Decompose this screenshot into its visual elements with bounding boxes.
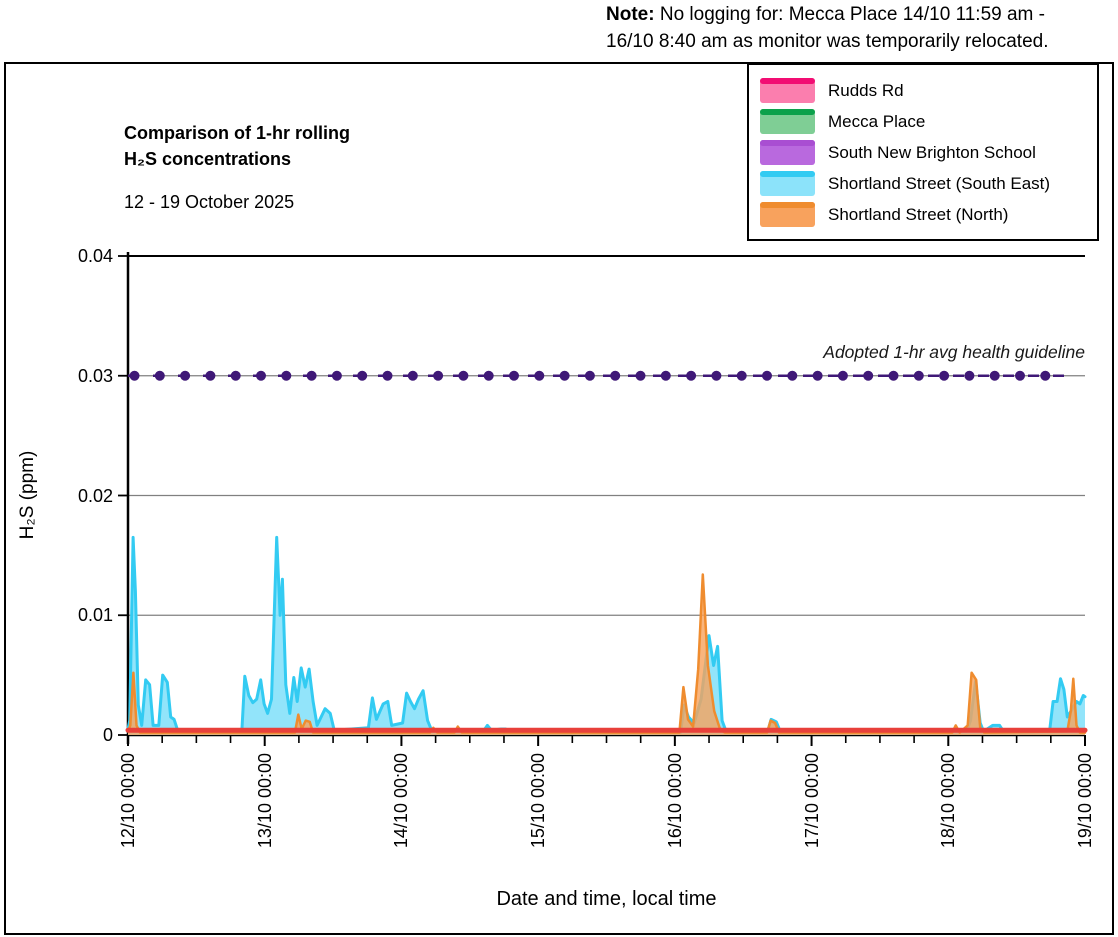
chart-date-range: 12 - 19 October 2025 bbox=[124, 192, 295, 212]
x-tick-label: 15/10 00:00 bbox=[528, 753, 549, 849]
legend-item: Shortland Street (North) bbox=[760, 199, 1097, 230]
x-axis-label: Date and time, local time bbox=[496, 888, 717, 910]
y-tick-label: 0.02 bbox=[77, 485, 113, 506]
legend-item: Shortland Street (South East) bbox=[760, 168, 1097, 199]
y-tick-label: 0.04 bbox=[77, 246, 113, 266]
legend-label: Mecca Place bbox=[828, 111, 926, 131]
legend-swatch bbox=[760, 109, 815, 134]
chart-title-line2: H₂S concentrations bbox=[124, 149, 292, 169]
legend-swatch bbox=[760, 171, 815, 196]
legend-item: Mecca Place bbox=[760, 106, 1097, 137]
y-tick-label: 0.03 bbox=[77, 365, 113, 386]
chart-title: Comparison of 1-hr rolling H₂S concentra… bbox=[124, 120, 350, 172]
x-tick-label: 16/10 00:00 bbox=[664, 753, 685, 849]
note-line2: 16/10 8:40 am as monitor was temporarily… bbox=[606, 31, 1049, 52]
legend-label: Shortland Street (South East) bbox=[828, 173, 1051, 193]
legend-item: South New Brighton School bbox=[760, 137, 1097, 168]
x-tick-label: 18/10 00:00 bbox=[938, 753, 959, 849]
x-tick-label: 19/10 00:00 bbox=[1075, 753, 1095, 849]
x-tick-label: 12/10 00:00 bbox=[118, 753, 138, 849]
legend-swatch bbox=[760, 78, 815, 103]
legend-swatch bbox=[760, 140, 815, 165]
legend-swatch bbox=[760, 202, 815, 227]
chart-title-line1: Comparison of 1-hr rolling bbox=[124, 123, 351, 143]
legend-label: Shortland Street (North) bbox=[828, 204, 1009, 224]
legend-item: Rudds Rd bbox=[760, 75, 1097, 106]
legend: Rudds Rd Mecca Place South New Brighton Sc… bbox=[747, 63, 1099, 241]
guideline-label: Adopted 1-hr avg health guideline bbox=[823, 342, 1085, 362]
plot-area bbox=[118, 252, 1088, 746]
y-axis-label: H₂S (ppm) bbox=[17, 450, 38, 540]
legend-label: Rudds Rd bbox=[828, 80, 904, 100]
note-text: Note: No logging for: Mecca Place 14/10 … bbox=[606, 1, 1116, 55]
y-tick-label: 0.01 bbox=[77, 605, 113, 626]
x-tick-label: 13/10 00:00 bbox=[254, 753, 275, 849]
note-line1: No logging for: Mecca Place 14/10 11:59 … bbox=[654, 4, 1045, 25]
legend-label: South New Brighton School bbox=[828, 142, 1036, 162]
y-tick-label: 0 bbox=[102, 725, 113, 745]
x-tick-label: 14/10 00:00 bbox=[391, 753, 412, 849]
note-label: Note: bbox=[606, 4, 655, 25]
x-tick-label: 17/10 00:00 bbox=[801, 753, 822, 849]
